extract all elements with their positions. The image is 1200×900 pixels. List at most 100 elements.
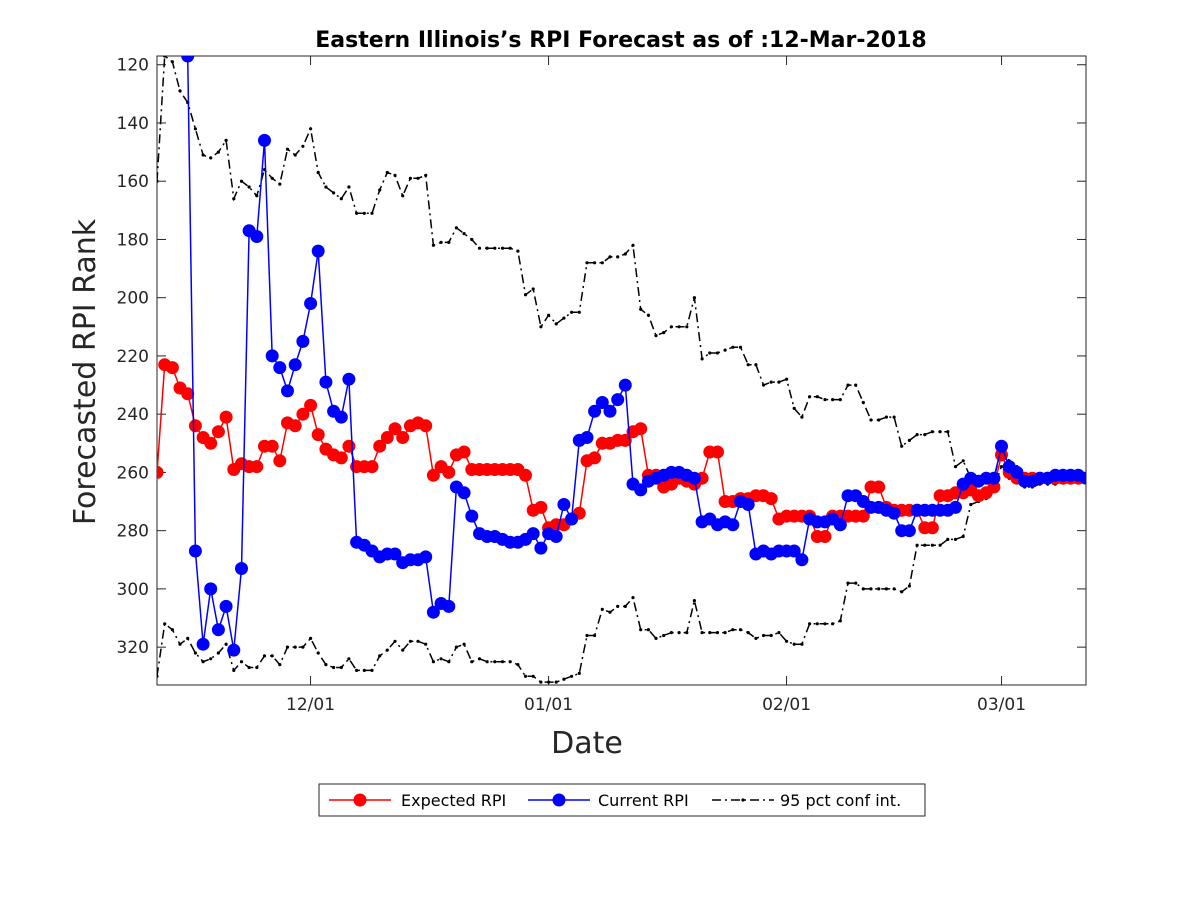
conf-int-upper-point-91: [854, 383, 858, 387]
conf-int-lower-point-69: [685, 631, 689, 635]
current-rpi-point-117: [1079, 471, 1086, 485]
conf-int-lower-point-23: [332, 665, 336, 670]
conf-int-lower-point-105: [961, 534, 965, 539]
conf-int-upper-point-28: [370, 211, 374, 215]
conf-int-lower-point-100: [923, 543, 927, 547]
conf-int-upper-point-15: [270, 176, 274, 180]
current-rpi-point-53: [588, 404, 602, 418]
conf-int-lower-point-36: [431, 660, 435, 664]
y-tick-label-200: 200: [117, 289, 149, 309]
conf-int-lower-point-47: [516, 663, 520, 667]
conf-int-upper-point-43: [485, 246, 489, 250]
expected-rpi-point-35: [419, 419, 433, 433]
conf-int-lower-point-71: [700, 631, 704, 635]
conf-int-lower-point-45: [500, 660, 505, 664]
conf-int-lower-point-16: [278, 663, 282, 667]
x-tick-label-12/01: 12/01: [286, 695, 335, 715]
legend-marker-expected: [353, 793, 367, 807]
current-rpi-point-37: [465, 509, 479, 523]
conf-int-lower-point-77: [746, 631, 750, 635]
conf-int-lower-point-52: [554, 680, 558, 684]
current-rpi-point-14: [288, 358, 302, 372]
conf-int-upper-point-47: [516, 249, 520, 253]
conf-int-lower-point-83: [792, 642, 796, 646]
conf-int-lower-point-44: [493, 660, 497, 664]
conf-int-upper-point-57: [593, 261, 597, 265]
conf-int-lower-point-28: [370, 668, 374, 673]
conf-int-upper-point-59: [608, 255, 612, 259]
conf-int-lower-point-30: [385, 648, 389, 652]
conf-int-upper-point-55: [577, 310, 581, 314]
expected-rpi-point-30: [380, 431, 394, 444]
conf-int-lower-point-11: [239, 660, 244, 664]
conf-int-upper-point-78: [754, 363, 758, 367]
conf-int-upper-point-12: [247, 185, 251, 189]
current-rpi-point-5: [219, 599, 233, 613]
conf-int-lower-point-53: [562, 677, 566, 681]
conf-int-upper-point-71: [700, 357, 704, 361]
conf-int-lower-point-84: [800, 642, 804, 646]
conf-int-lower-point-101: [930, 543, 935, 547]
conf-int-upper-point-49: [531, 287, 535, 291]
conf-int-upper-point-61: [623, 252, 627, 256]
current-rpi-point-92: [887, 506, 901, 520]
conf-int-lower-point-38: [447, 660, 451, 664]
conf-int-upper-point-17: [285, 147, 290, 151]
x-tick-label-02/01: 02/01: [762, 695, 811, 715]
conf-int-lower-point-95: [884, 587, 889, 591]
conf-int-upper-point-63: [639, 307, 643, 311]
conf-int-upper-point-37: [439, 240, 443, 244]
current-rpi-point-94: [902, 524, 916, 538]
conf-int-lower-point-94: [877, 587, 881, 591]
conf-int-lower-point-58: [600, 607, 604, 611]
conf-int-lower-point-67: [669, 631, 674, 635]
conf-int-upper-point-92: [861, 400, 865, 405]
expected-rpi-point-92: [856, 509, 870, 523]
conf-int-lower-point-65: [654, 636, 658, 641]
conf-int-upper-point-81: [777, 380, 781, 384]
expected-rpi-point-63: [634, 422, 648, 436]
conf-int-upper-point-97: [900, 444, 904, 448]
legend-box: [318, 783, 926, 817]
expected-rpi-point-19: [296, 407, 310, 421]
legend-label-conf-int: 95 pct conf int.: [780, 791, 901, 810]
conf-int-upper-point-54: [570, 310, 574, 314]
conf-int-lower-point-12: [247, 665, 251, 670]
conf-int-lower-point-57: [593, 633, 597, 638]
current-rpi-point-34: [442, 599, 456, 613]
conf-int-lower-point-43: [485, 660, 489, 664]
conf-int-lower-point-78: [754, 636, 758, 641]
current-rpi-point-2: [196, 637, 210, 651]
expected-rpi-point-32: [396, 431, 410, 444]
conf-int-lower-point-81: [777, 631, 781, 635]
conf-int-lower-point-99: [915, 543, 919, 547]
conf-int-lower-point-103: [946, 537, 950, 542]
conf-int-upper-point-66: [662, 331, 666, 335]
conf-int-upper-point-2: [170, 60, 174, 64]
conf-int-upper-point-89: [838, 398, 842, 402]
conf-int-lower-point-24: [339, 665, 343, 670]
current-rpi-point-45: [526, 527, 540, 541]
expected-rpi-point-80: [764, 492, 778, 506]
conf-int-lower-point-6: [201, 660, 205, 664]
conf-int-lower-point-31: [393, 639, 397, 643]
current-rpi-point-32: [426, 605, 440, 619]
conf-int-lower-point-106: [969, 502, 973, 507]
conf-int-upper-point-42: [477, 246, 482, 250]
conf-int-upper-point-103: [946, 430, 950, 434]
conf-int-lower-point-20: [309, 636, 313, 641]
conf-int-lower-point-62: [631, 596, 635, 600]
conf-int-lower-point-55: [577, 671, 581, 676]
current-rpi-point-66: [687, 471, 701, 485]
expected-rpi-point-61: [618, 433, 632, 447]
x-axis-label: Date: [551, 726, 623, 761]
expected-rpi-point-2: [165, 361, 179, 375]
conf-int-lower-point-10: [232, 668, 236, 673]
conf-int-lower-point-3: [178, 642, 182, 646]
expected-rpi-point-7: [204, 436, 218, 450]
conf-int-upper-point-65: [654, 334, 658, 338]
conf-int-lower-point-18: [293, 645, 297, 649]
expected-rpi-point-13: [250, 460, 264, 474]
conf-int-upper-point-32: [401, 194, 405, 198]
